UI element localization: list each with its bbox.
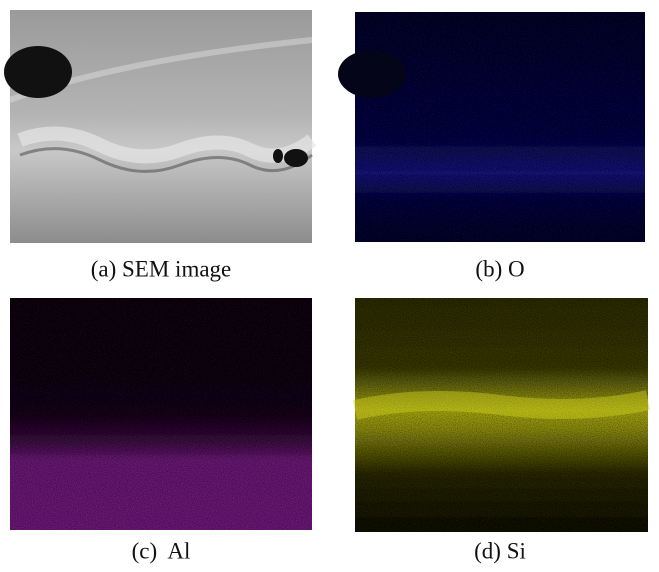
caption: (a) SEM image <box>91 256 232 281</box>
aluminum-map <box>10 298 312 530</box>
page: (a) SEM image (b) O (c) Al (d) Si (() =>… <box>0 0 659 572</box>
caption: (d) Si <box>474 538 526 563</box>
sem-image <box>4 10 312 243</box>
caption: (c) Al <box>132 538 191 563</box>
caption: (b) O <box>475 256 524 281</box>
silicon-map <box>355 298 648 532</box>
oxygen-map <box>338 12 645 242</box>
figure: (a) SEM image (b) O (c) Al (d) Si <box>0 0 659 572</box>
